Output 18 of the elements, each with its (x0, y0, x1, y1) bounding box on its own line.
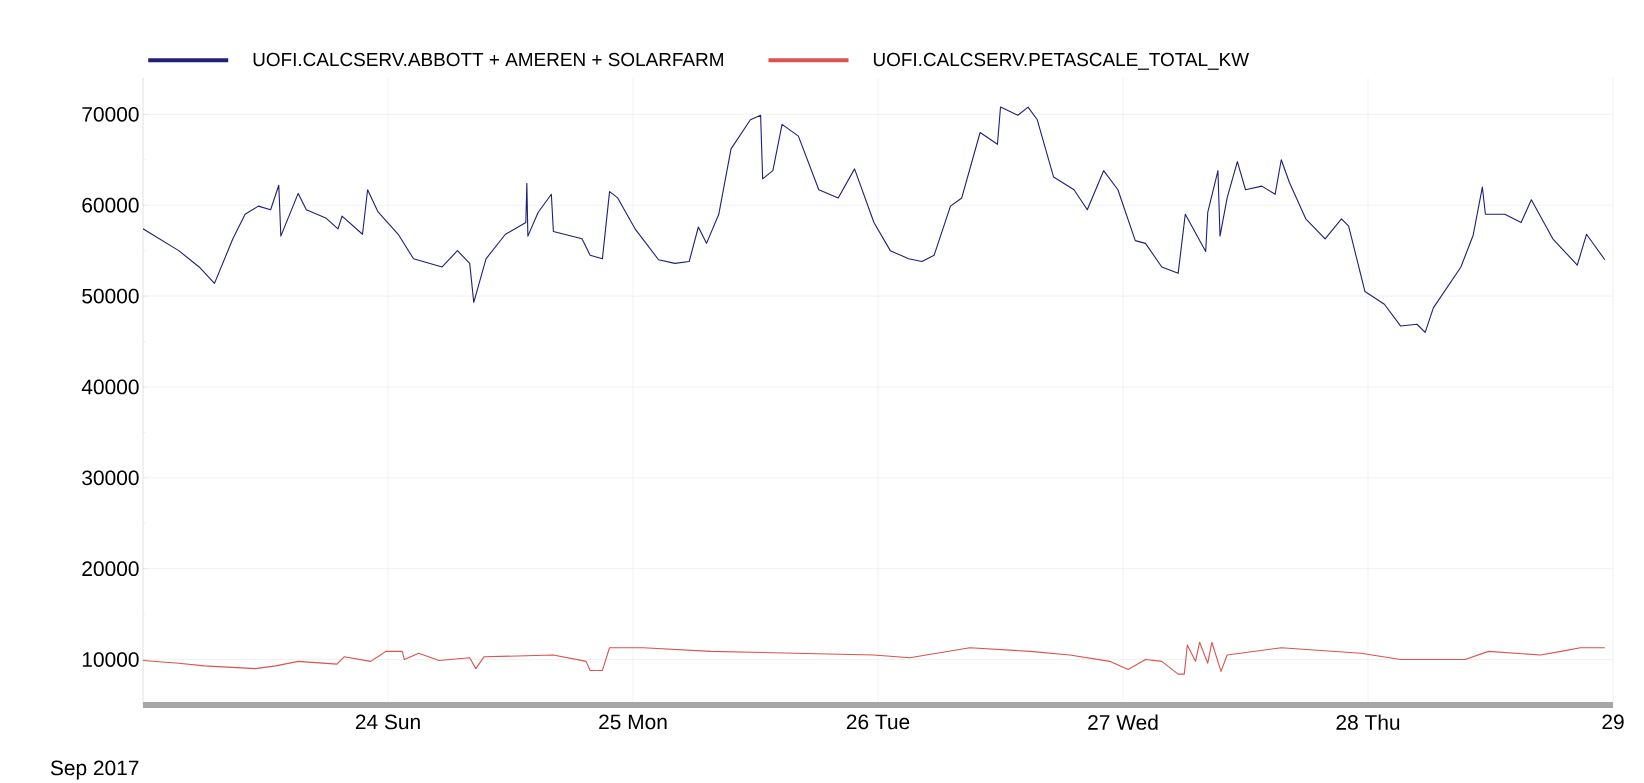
x-axis-title: Sep 2017 (50, 760, 139, 780)
y-tick-label: 40000 (81, 379, 139, 395)
x-tick-label: 29 (1602, 714, 1624, 730)
x-tick-label: 24 Sun (355, 714, 420, 730)
x-tick-label: 27 Wed (1088, 714, 1158, 730)
y-tick-label: 10000 (82, 652, 139, 667)
legend-label: UOFI.CALCSERV.PETASCALE_TOTAL_KW (873, 52, 1250, 70)
y-tick-label: 60000 (82, 197, 139, 213)
x-tick-label: 28 Thu (1336, 714, 1400, 730)
line-series (143, 106, 1606, 333)
legend-label: UOFI.CALCSERV.ABBOTT + AMEREN + SOLARFARM (253, 52, 723, 67)
y-tick-label: 70000 (82, 106, 139, 122)
line-series (143, 641, 1606, 675)
y-tick-label: 50000 (82, 288, 139, 304)
y-tick-label: 20000 (82, 561, 139, 577)
x-tick-label: 25 Mon (599, 714, 667, 730)
y-tick-label: 30000 (82, 470, 139, 486)
x-tick-label: 26 Tue (846, 714, 910, 730)
